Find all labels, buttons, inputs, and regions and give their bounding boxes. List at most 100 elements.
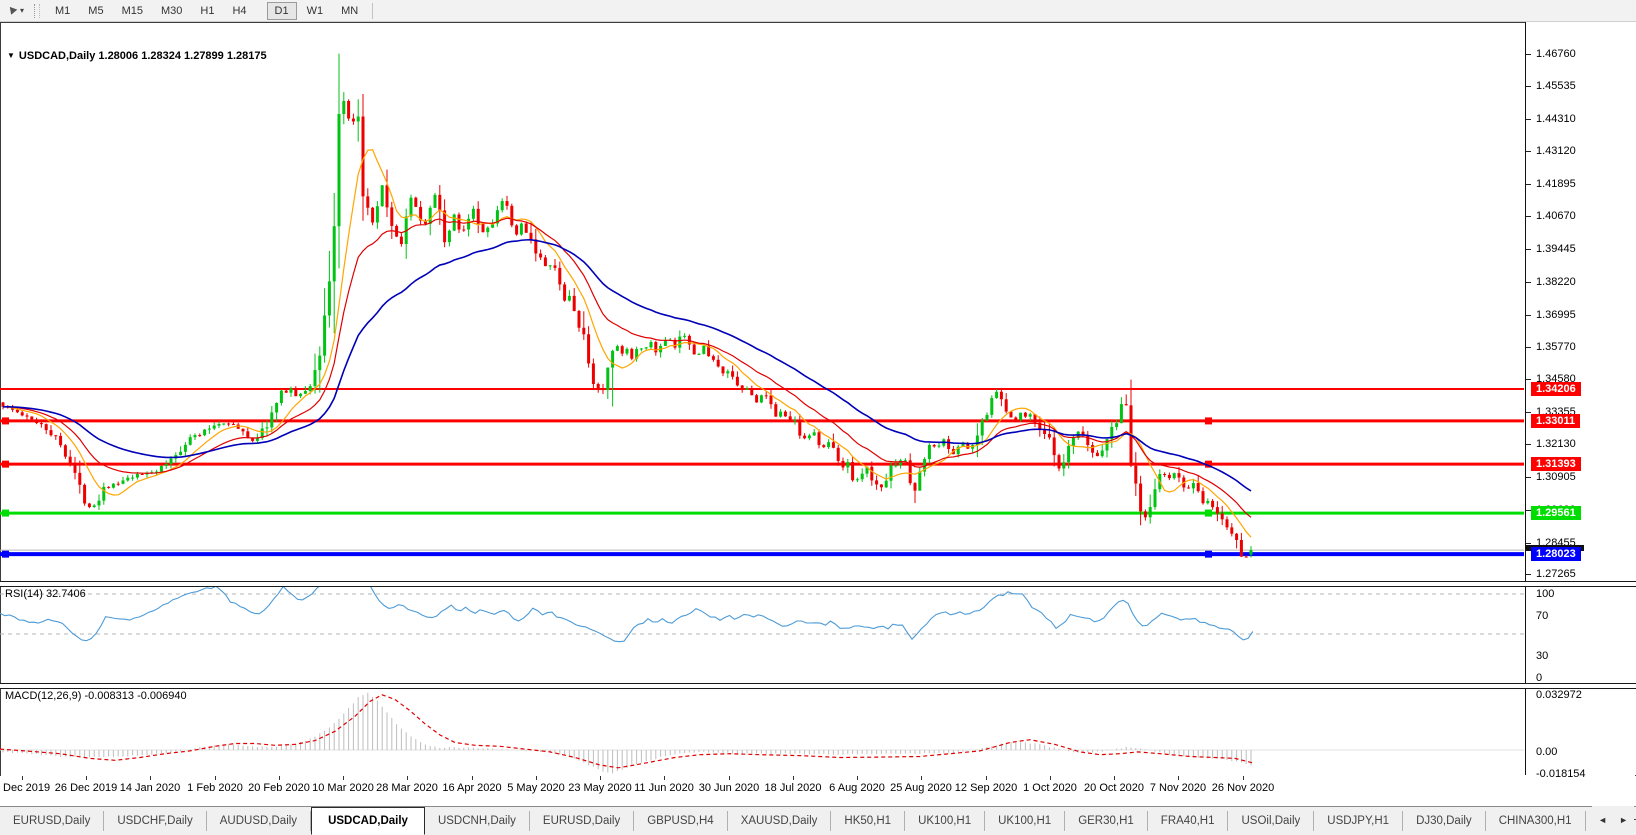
candle-body [1134,465,1138,484]
candle-body [111,483,115,488]
candle-body [471,208,475,219]
candle-body [827,442,831,448]
candle-body [759,395,763,403]
candle-body [380,185,384,207]
candle-body [721,366,725,374]
candle-body [92,505,96,508]
candle-body [798,420,802,436]
candle-body [697,353,701,355]
candle-body [1211,500,1215,508]
candlestick-chart[interactable] [0,23,1524,581]
timeframe-button-h1[interactable]: H1 [200,4,215,17]
chart-tab-fra40-h1[interactable]: FRA40,H1 [1148,811,1229,831]
price-tick-mark [1526,216,1531,218]
price-tick-label: 1.45535 [1536,80,1576,93]
macd-panel[interactable]: MACD(12,26,9) -0.008313 -0.006940 [0,688,1524,775]
candle-body [831,442,835,448]
candle-body [1067,445,1071,463]
chart-tab-eurusd-daily[interactable]: EURUSD,Daily [530,811,635,831]
rsi-panel[interactable]: RSI(14) 32.7406 [0,586,1524,683]
candle-body [764,395,768,397]
macd-chart[interactable] [0,688,1524,775]
candle-body [817,432,821,446]
line-handle[interactable] [1205,509,1212,517]
chart-tab-usdjpy-h1[interactable]: USDJPY,H1 [1314,811,1404,831]
date-tick-label: 7 Dec 2019 [0,782,51,794]
candle-body [913,483,917,491]
collapse-icon[interactable]: ▼ [7,51,15,60]
candle-body [510,205,514,226]
chart-tab-uk100-h1[interactable]: UK100,H1 [985,811,1066,831]
candle-body [375,206,379,223]
pan-tool-icon[interactable] [6,5,18,17]
tab-scroll-left-icon[interactable]: ◄ [1598,815,1608,825]
candle-body [97,500,101,506]
candle-body [73,462,77,473]
candle-body [505,201,509,206]
chart-tab-usdcad-daily[interactable]: USDCAD,Daily [311,807,425,835]
chart-tab-eurusd-daily[interactable]: EURUSD,Daily [0,811,105,831]
chart-tab-usoil-daily[interactable]: USOil,Daily [1228,811,1315,831]
timeframe-button-m15[interactable]: M15 [121,4,143,17]
candle-body [486,227,490,233]
timeframe-button-m1[interactable]: M1 [55,4,71,17]
timeframe-button-w1[interactable]: W1 [306,4,324,17]
line-handle[interactable] [1205,460,1212,468]
price-tick-label: 1.32130 [1536,438,1576,451]
line-handle[interactable] [2,550,9,558]
candle-body [1143,511,1147,518]
candle-body [899,460,903,466]
chart-tab-usdchf-daily[interactable]: USDCHF,Daily [104,811,207,831]
macd-label: MACD(12,26,9) -0.008313 -0.006940 [5,690,187,702]
date-tick-mark [600,776,601,780]
line-handle[interactable] [1205,550,1212,558]
chart-tab-audusd-daily[interactable]: AUDUSD,Daily [207,811,312,831]
candle-body [635,349,639,359]
chart-tab-ger30-h1[interactable]: GER30,H1 [1065,811,1148,831]
candle-body [327,281,331,316]
candle-body [875,480,879,485]
chart-tab-gbpusd-h4[interactable]: GBPUSD,H4 [634,811,728,831]
candle-body [169,458,173,465]
line-handle[interactable] [2,460,9,468]
tab-scroll-right-icon[interactable]: ► [1619,815,1628,825]
timeframe-button-m30[interactable]: M30 [160,4,183,17]
price-chart-panel[interactable] [0,23,1524,581]
macd-axis-bottom: -0.018154 [1536,768,1586,780]
chart-tab-usdcnh-daily[interactable]: USDCNH,Daily [425,811,530,831]
dropdown-caret-icon[interactable]: ▾ [20,6,25,15]
panel-divider[interactable] [0,581,1636,587]
timeframe-button-h4[interactable]: H4 [232,4,247,17]
chart-title: ▼ USDCAD,Daily 1.28006 1.28324 1.27899 1.… [7,50,267,62]
chart-tab-uk100-h1[interactable]: UK100,H1 [905,811,986,831]
line-price-label: 1.29561 [1531,506,1581,521]
chart-tab-xauusd-daily[interactable]: XAUUSD,Daily [728,811,832,831]
candle-body [884,480,888,488]
candle-body [284,390,288,393]
price-tick-label: 1.41895 [1536,177,1576,190]
timeframe-button-mn[interactable]: MN [341,4,359,17]
panel-divider[interactable] [0,683,1636,689]
chart-tab-hk50-h1[interactable]: HK50,H1 [831,811,906,831]
candle-body [1004,399,1008,412]
candle-body [495,210,499,224]
chart-tab-dj30-daily[interactable]: DJ30,Daily [1403,811,1486,831]
candle-body [990,397,994,415]
rsi-chart[interactable] [0,586,1524,683]
line-price-label: 1.28023 [1531,547,1581,562]
chart-tab-china300-h1[interactable]: CHINA300,H1 [1486,811,1586,831]
line-handle[interactable] [2,509,9,517]
candle-body [121,480,125,484]
timeframe-button-m5[interactable]: M5 [88,4,104,17]
candlestick-layer[interactable] [1,53,1253,558]
line-handle[interactable] [1205,417,1212,425]
candle-body [851,462,855,481]
price-axis[interactable]: 1.46760 1.45535 1.44310 1.43120 1.41895 1.406… [1525,22,1636,780]
timeframe-button-d1[interactable]: D1 [266,1,297,20]
candle-body [116,483,120,485]
candle-body [54,435,58,437]
candle-body [870,466,874,481]
candle-body [500,201,504,211]
line-handle[interactable] [2,417,9,425]
